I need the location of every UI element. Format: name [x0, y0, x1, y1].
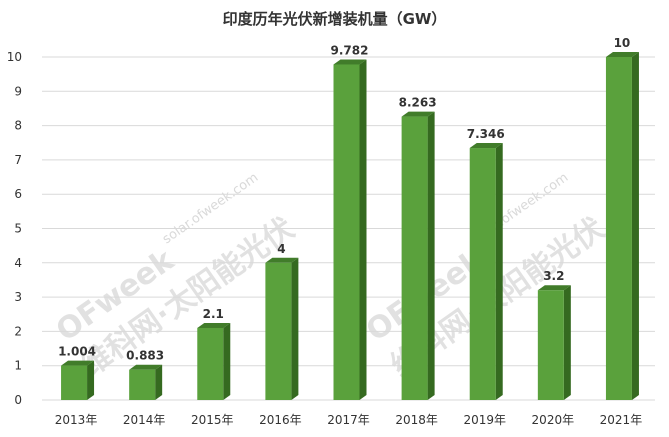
bar: [129, 369, 156, 400]
data-label: 8.263: [399, 96, 437, 110]
bar-side: [563, 285, 571, 400]
data-label: 2.1: [203, 307, 224, 321]
bar-top: [469, 143, 503, 149]
x-tick-label: 2021年: [600, 413, 643, 427]
data-label: 0.883: [126, 349, 164, 363]
x-tick-label: 2018年: [395, 413, 438, 427]
data-label: 7.346: [467, 127, 505, 141]
data-label: 1.004: [58, 345, 96, 359]
bar: [401, 116, 428, 400]
bar: [469, 148, 496, 400]
bar: [61, 365, 88, 400]
x-tick-label: 2020年: [532, 413, 575, 427]
bar-side: [427, 111, 435, 400]
x-tick-label: 2015年: [191, 413, 234, 427]
bar: [537, 290, 564, 400]
bar-side: [87, 360, 95, 400]
data-label: 4: [277, 242, 285, 256]
y-tick-label: 2: [14, 324, 22, 338]
y-tick-label: 6: [14, 187, 22, 201]
bar-top: [197, 322, 231, 328]
y-tick-label: 8: [14, 119, 22, 133]
bar-top: [333, 59, 367, 65]
bar: [605, 57, 632, 400]
bar-side: [495, 143, 503, 400]
chart-title: 印度历年光伏新增装机量（GW）: [222, 10, 447, 28]
y-tick-label: 7: [14, 153, 22, 167]
x-tick-label: 2017年: [327, 413, 370, 427]
x-tick-label: 2019年: [463, 413, 506, 427]
bar-side: [223, 322, 231, 400]
bar-top: [605, 52, 639, 57]
bar-top: [265, 257, 299, 263]
bar-top: [61, 360, 95, 366]
y-tick-label: 4: [14, 256, 22, 270]
y-tick-label: 3: [14, 290, 22, 304]
x-tick-label: 2013年: [55, 413, 98, 427]
bar: [265, 262, 292, 400]
bar-top: [401, 111, 435, 117]
bar-side: [359, 59, 367, 400]
data-label: 10: [614, 36, 631, 50]
y-tick-label: 10: [7, 50, 22, 64]
bar: [333, 64, 360, 400]
bar-side: [631, 52, 639, 400]
x-tick-label: 2016年: [259, 413, 302, 427]
y-tick-label: 9: [14, 84, 22, 98]
data-label: 3.2: [543, 269, 564, 283]
y-tick-label: 0: [14, 393, 22, 407]
y-tick-label: 1: [14, 359, 22, 373]
y-tick-label: 5: [14, 222, 22, 236]
bar-top: [129, 364, 163, 370]
bar-side: [291, 257, 299, 400]
data-label: 9.782: [331, 43, 369, 57]
x-tick-label: 2014年: [123, 413, 166, 427]
bar: [197, 327, 224, 400]
bar-top: [537, 285, 571, 291]
bar-side: [155, 364, 163, 400]
